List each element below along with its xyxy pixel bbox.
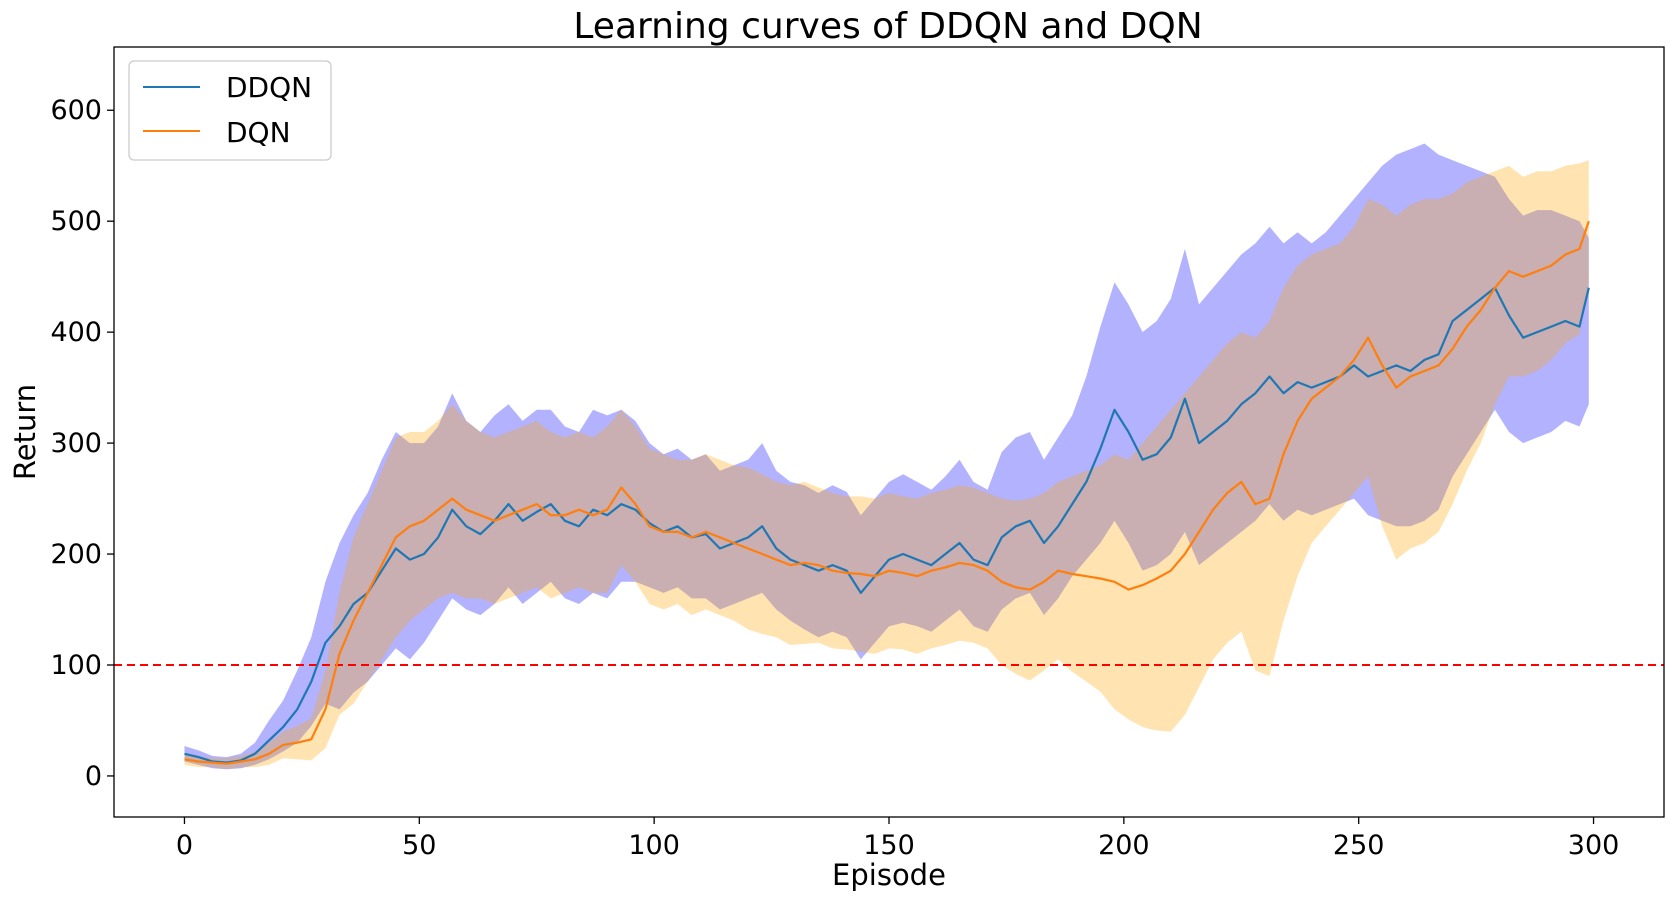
legend-label-dqn: DQN	[226, 116, 291, 149]
y-tick-label: 0	[85, 761, 102, 792]
dqn-mean-line	[184, 220, 1590, 765]
x-tick-label: 300	[1568, 830, 1620, 861]
y-tick-label: 200	[50, 539, 102, 570]
dqn-confidence-band	[184, 160, 1589, 770]
x-tick-label: 100	[628, 830, 680, 861]
legend: DDQN DQN	[128, 60, 332, 161]
x-tick-label: 150	[863, 830, 915, 861]
x-tick-label: 0	[176, 830, 193, 861]
x-tick-label: 50	[402, 830, 436, 861]
ddqn-confidence-band	[184, 143, 1589, 770]
x-tick-label: 250	[1333, 830, 1385, 861]
plot-series-layer	[114, 143, 1664, 770]
plot-area	[114, 143, 1664, 770]
y-tick-label: 400	[50, 317, 102, 348]
legend-box	[128, 60, 332, 161]
y-tick-label: 300	[50, 428, 102, 459]
y-axis-ticks: 0 100 200 300 400 500 600	[50, 95, 114, 792]
x-axis-ticks: 0 50 100 150 200 250 300	[176, 817, 1619, 861]
y-tick-label: 600	[50, 95, 102, 126]
y-tick-label: 100	[50, 650, 102, 681]
legend-label-ddqn: DDQN	[226, 71, 312, 104]
chart-title: Learning curves of DDQN and DQN	[573, 6, 1202, 47]
x-tick-label: 200	[1098, 830, 1150, 861]
ddqn-mean-line	[184, 286, 1590, 764]
y-axis-label: Return	[8, 384, 42, 480]
x-axis-label: Episode	[832, 858, 946, 892]
y-tick-label: 500	[50, 206, 102, 237]
